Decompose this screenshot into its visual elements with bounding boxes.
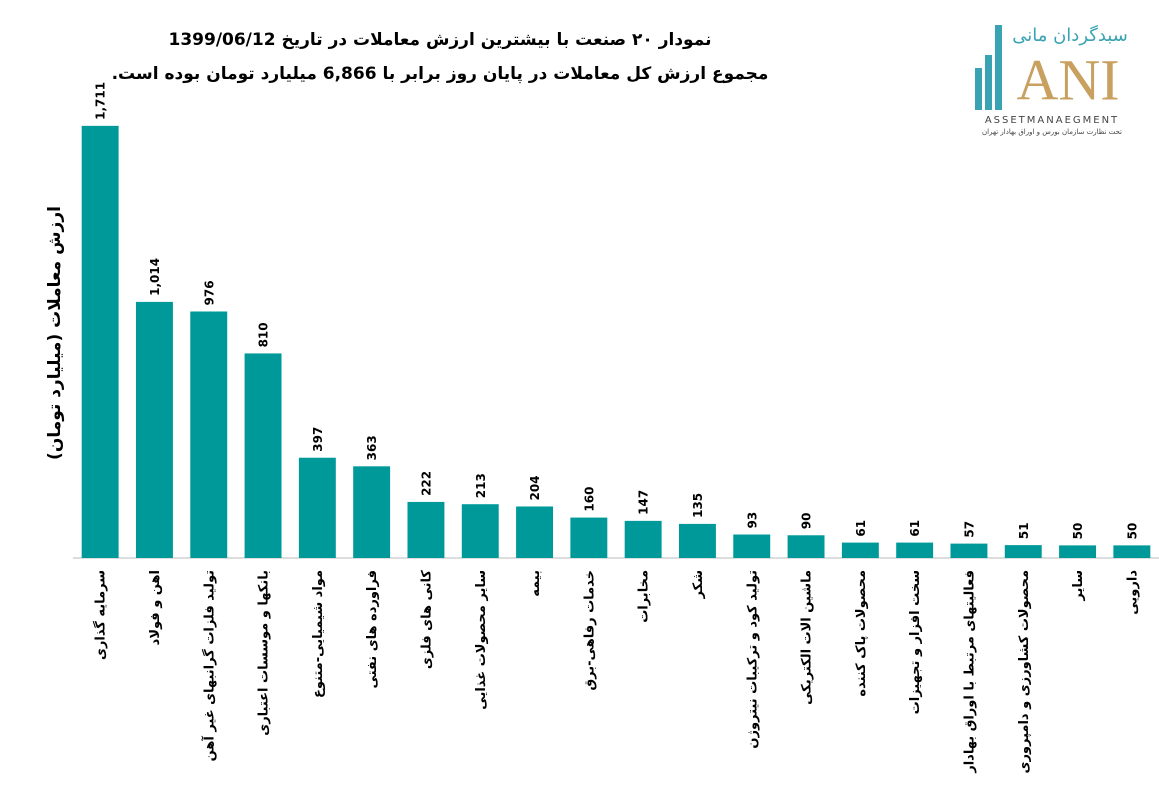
bar [624,520,662,558]
x-tick-label: خدمات رفاهی-برق [582,570,597,690]
x-tick-label: تولید کود و ترکیبات نیتروژن [745,570,760,749]
bar [1004,545,1042,558]
logo: ANI سبدگردان مانی ASSETMANAEGMENT تحت نظ… [975,24,1128,136]
value-label: 61 [854,520,868,537]
bar [407,501,445,558]
x-tick-label: ماشین الات الکتریکی [800,570,815,705]
value-label: 61 [908,520,922,537]
x-tick-label: سایر [1071,570,1086,602]
x-tick-label: سایر محصولات غذایی [474,570,489,710]
bar [298,457,336,558]
x-tick-label: سخت افزار و تجهیزات [908,570,923,714]
value-label: 810 [257,322,271,347]
value-label: 50 [1071,523,1085,540]
value-label: 147 [637,490,651,515]
x-tick-label: شکر [691,570,706,599]
logo-tagline: تحت نظارت سازمان بورس و اوراق بهادار تهر… [982,128,1122,136]
x-tick-label: کانی های فلزی [419,570,434,670]
x-tick-label: اهن و فولاد [148,570,163,645]
bar [516,506,554,558]
logo-bar [975,68,982,110]
value-label: 204 [528,475,542,500]
value-label: 135 [691,493,705,518]
x-tick-label: محصولات پاک کننده [854,570,869,697]
x-tick-label: بانکها و موسسات اعتباری [257,570,272,736]
value-label: 363 [365,435,379,460]
bar [896,542,934,558]
logo-mark: ANI [1016,47,1119,112]
bar [1113,545,1151,558]
bar [733,534,771,558]
x-tick-label: دارویی [1125,570,1140,615]
chart-subtitle: مجموع ارزش کل معاملات در پایان روز برابر… [112,64,769,84]
bar [950,543,988,558]
x-tick-label: سرمایه گذاری [93,570,109,660]
value-label: 1,711 [94,82,108,120]
y-axis-label: ارزش معاملات (میلیارد تومان) [45,206,65,460]
bar [353,466,391,558]
value-label: 222 [419,471,433,496]
value-label: 93 [745,512,759,529]
x-tick-label: محصولات کشاورزی و دامپروری [1017,570,1032,773]
bar [81,125,119,559]
value-label: 90 [800,513,814,530]
bar [841,542,879,558]
bar [190,311,228,558]
value-label: 213 [474,473,488,498]
x-tick-label: بیمه [528,570,543,597]
bar [244,353,282,558]
bar [678,523,716,558]
x-tick-label: تولید فلزات گرانبهای غیر آهن [200,570,217,761]
value-label: 57 [962,521,976,538]
bar [570,517,608,558]
x-tick-label: فعالیتهای مرتبط با اوراق بهادار [962,570,977,774]
value-label: 397 [311,427,325,452]
logo-name: سبدگردان مانی [1012,24,1128,46]
logo-bar [995,25,1002,110]
bar [1059,545,1097,558]
x-tick-label: مواد شیمیایی-متنوع [311,570,326,698]
value-label: 976 [202,280,216,305]
value-label: 1,014 [148,258,162,296]
x-tick-label: فراورده های نفتی [365,570,380,689]
value-label: 50 [1125,523,1139,540]
x-tick-label: مخابرات [637,570,652,623]
value-label: 160 [582,487,596,512]
bar [135,301,173,558]
bar [461,504,499,558]
value-label: 51 [1017,522,1031,539]
logo-english: ASSETMANAEGMENT [985,115,1119,126]
logo-bar [985,55,992,110]
bar [787,535,825,558]
chart-title: نمودار ۲۰ صنعت با بیشترین ارزش معاملات د… [169,30,712,50]
